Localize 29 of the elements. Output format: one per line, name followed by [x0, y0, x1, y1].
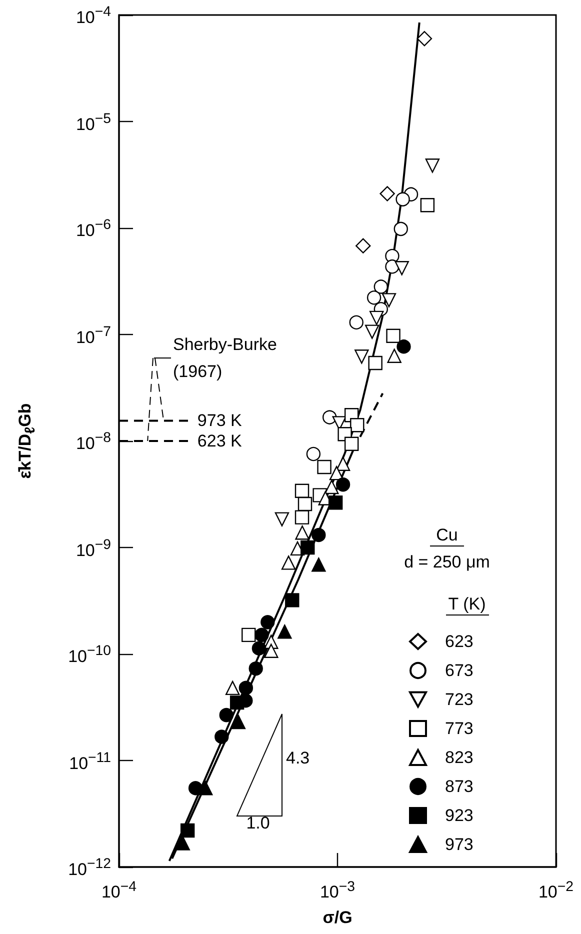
y-tick-label: 10$^{−12}$ [68, 855, 111, 880]
legend-label: 623 [445, 632, 474, 651]
y-tick-label: 10$^{−11}$ [69, 748, 111, 774]
legend-title: T (K) [448, 594, 486, 614]
series-label: 623 K [197, 432, 242, 450]
legend-label: 873 [445, 777, 474, 796]
y-tick-label: 10$^{−7}$ [76, 322, 111, 348]
annotation: 4.3 [286, 748, 310, 768]
legend-label: 923 [445, 806, 474, 825]
annotation: d = 250 μm [404, 552, 490, 572]
legend-label: 973 [445, 835, 474, 854]
annotation: Sherby-Burke (1967) [173, 335, 282, 381]
legend-label: 823 [445, 748, 474, 767]
y-tick-label: 10$^{−9}$ [76, 536, 111, 560]
y-tick-label: 10$^{−8}$ [76, 429, 111, 454]
x-tick-label: 10$^{−3}$ [320, 878, 356, 903]
annotation: 1.0 [246, 814, 270, 832]
x-axis-title: σ/G [322, 908, 352, 927]
y-tick-label: 10$^{−6}$ [76, 216, 111, 241]
x-tick-label: 10$^{−4}$ [101, 878, 137, 903]
y-tick-label: 10$^{−5}$ [76, 110, 111, 134]
x-tick-label: 10$^{−2}$ [538, 878, 574, 903]
annotation: Cu [436, 526, 458, 544]
series-label: 973 K [197, 411, 242, 430]
y-tick-label: 10$^{−10}$ [68, 642, 111, 667]
legend-label: 673 [445, 661, 474, 680]
legend-label: 723 [445, 690, 474, 709]
y-tick-label: 10$^{−4}$ [76, 3, 111, 28]
legend-label: 773 [445, 719, 474, 738]
